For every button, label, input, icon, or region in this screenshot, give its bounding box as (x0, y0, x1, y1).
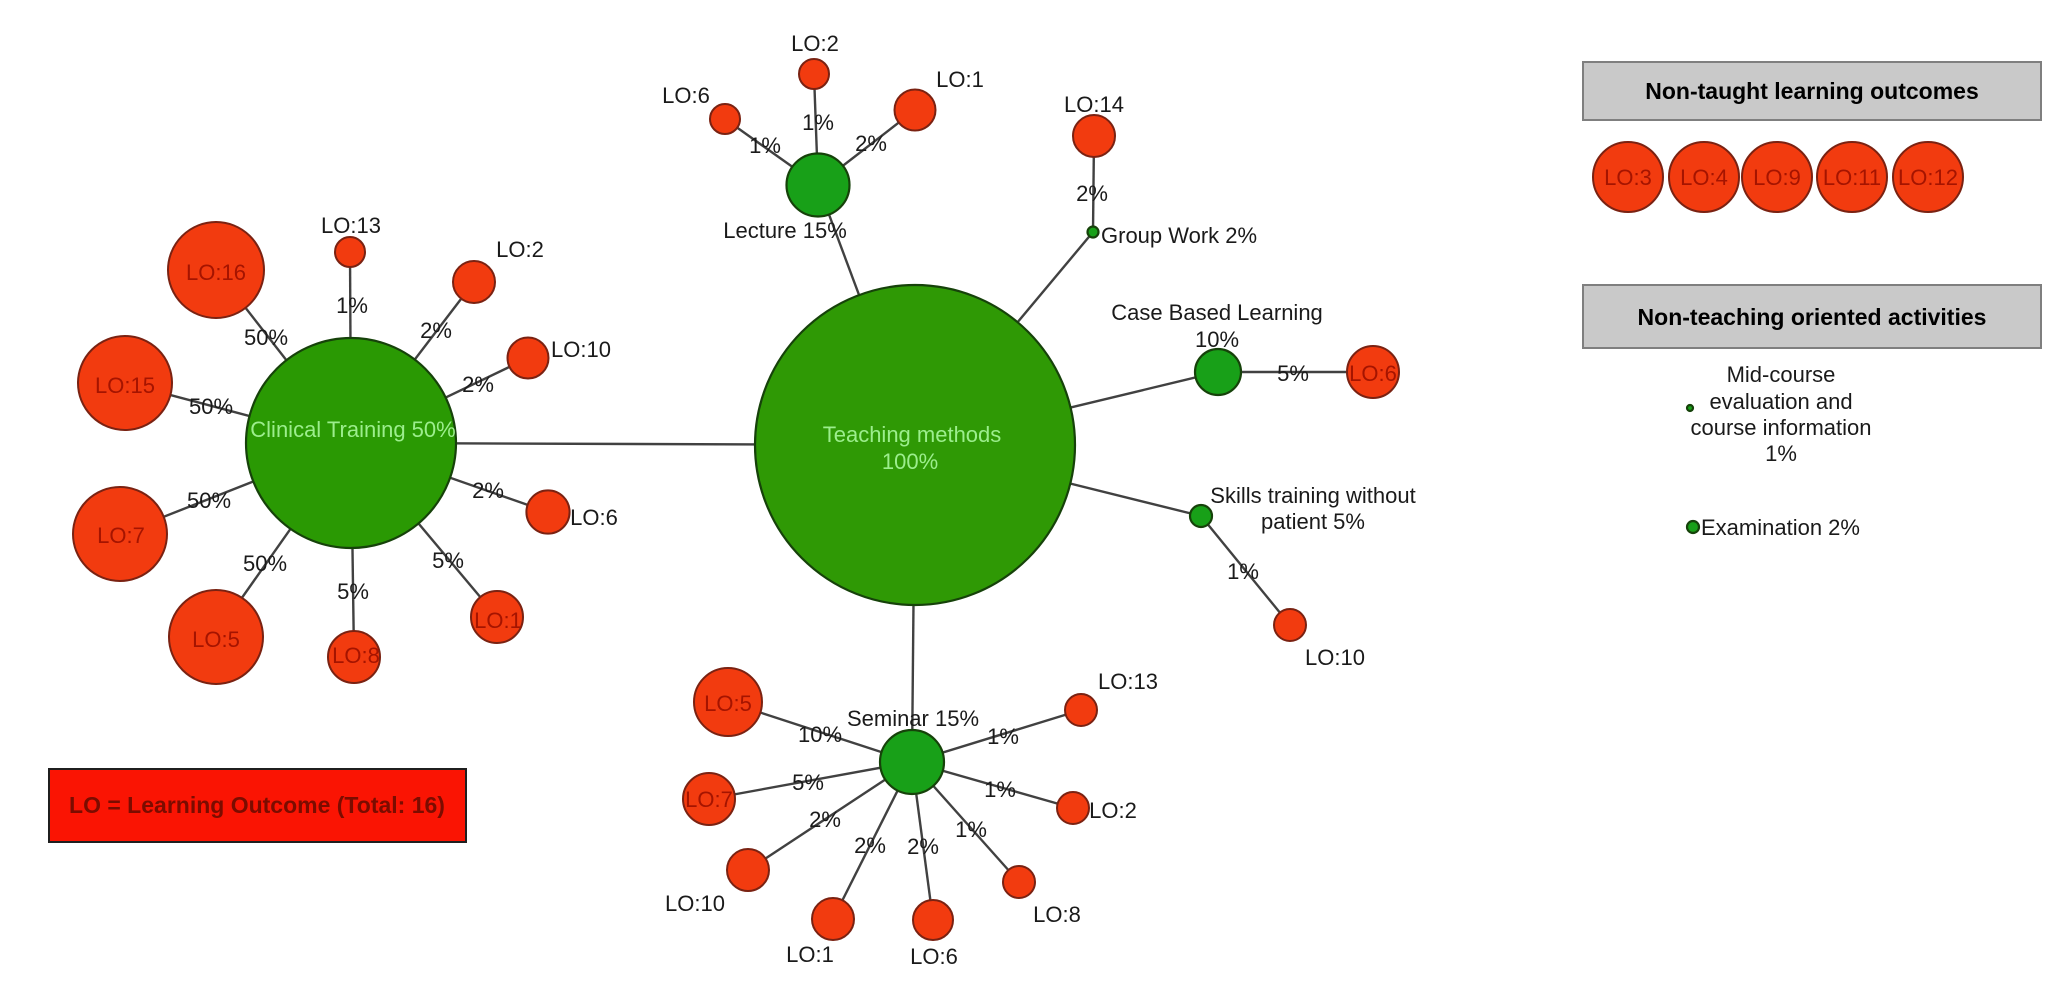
svg-text:Teaching methods: Teaching methods (823, 422, 1002, 447)
svg-text:Mid-course: Mid-course (1727, 362, 1836, 387)
svg-text:Seminar 15%: Seminar 15% (847, 706, 979, 731)
svg-text:LO:10: LO:10 (1305, 645, 1365, 670)
svg-text:LO:7: LO:7 (685, 787, 733, 812)
svg-text:LO = Learning Outcome (Total:: LO = Learning Outcome (Total: 16) (69, 792, 445, 818)
svg-text:LO:11: LO:11 (1823, 165, 1881, 190)
svg-text:2%: 2% (420, 318, 452, 343)
svg-text:1%: 1% (984, 777, 1016, 802)
svg-text:50%: 50% (189, 394, 233, 419)
svg-text:10%: 10% (1195, 327, 1239, 352)
svg-text:2%: 2% (472, 478, 504, 503)
svg-text:5%: 5% (432, 548, 464, 573)
svg-text:100%: 100% (882, 449, 938, 474)
svg-text:2%: 2% (854, 833, 886, 858)
svg-text:evaluation and: evaluation and (1709, 389, 1852, 414)
svg-text:1%: 1% (987, 724, 1019, 749)
svg-text:2%: 2% (1076, 181, 1108, 206)
svg-text:10%: 10% (798, 722, 842, 747)
svg-text:LO:4: LO:4 (1680, 165, 1728, 190)
svg-text:Case Based Learning: Case Based Learning (1111, 300, 1323, 325)
svg-text:LO:14: LO:14 (1064, 92, 1124, 117)
svg-text:1%: 1% (955, 817, 987, 842)
svg-text:5%: 5% (337, 579, 369, 604)
svg-text:LO:2: LO:2 (1089, 798, 1137, 823)
svg-text:LO:15: LO:15 (95, 373, 155, 398)
svg-text:LO:5: LO:5 (704, 691, 752, 716)
svg-text:LO:2: LO:2 (791, 31, 839, 56)
svg-text:LO:2: LO:2 (496, 237, 544, 262)
svg-text:LO:16: LO:16 (186, 260, 246, 285)
svg-text:Non-teaching oriented activiti: Non-teaching oriented activities (1638, 304, 1987, 330)
svg-text:LO:12: LO:12 (1898, 165, 1958, 190)
svg-text:LO:10: LO:10 (551, 337, 611, 362)
svg-text:5%: 5% (792, 770, 824, 795)
svg-text:patient 5%: patient 5% (1261, 509, 1365, 534)
svg-text:Examination 2%: Examination 2% (1701, 515, 1860, 540)
svg-text:LO:7: LO:7 (97, 523, 145, 548)
svg-text:course information: course information (1691, 415, 1872, 440)
svg-text:LO:1: LO:1 (936, 67, 984, 92)
svg-text:LO:10: LO:10 (665, 891, 725, 916)
svg-text:1%: 1% (749, 133, 781, 158)
svg-text:5%: 5% (1277, 361, 1309, 386)
svg-text:LO:1: LO:1 (474, 608, 522, 633)
svg-text:1%: 1% (1227, 559, 1259, 584)
svg-text:LO:13: LO:13 (1098, 669, 1158, 694)
svg-text:Clinical Training 50%: Clinical Training 50% (250, 417, 455, 442)
svg-text:1%: 1% (336, 293, 368, 318)
svg-text:Non-taught learning outcomes: Non-taught learning outcomes (1645, 78, 1979, 104)
svg-text:LO:8: LO:8 (332, 643, 380, 668)
svg-text:1%: 1% (802, 110, 834, 135)
svg-text:LO:8: LO:8 (1033, 902, 1081, 927)
svg-text:2%: 2% (809, 807, 841, 832)
svg-text:Lecture 15%: Lecture 15% (723, 218, 847, 243)
svg-text:Skills training without: Skills training without (1210, 483, 1415, 508)
svg-text:LO:6: LO:6 (910, 944, 958, 969)
svg-text:50%: 50% (187, 488, 231, 513)
svg-text:LO:1: LO:1 (786, 942, 834, 967)
svg-text:2%: 2% (907, 834, 939, 859)
svg-text:LO:5: LO:5 (192, 627, 240, 652)
svg-text:2%: 2% (855, 131, 887, 156)
svg-text:LO:6: LO:6 (662, 83, 710, 108)
svg-text:50%: 50% (243, 551, 287, 576)
svg-text:LO:6: LO:6 (1349, 361, 1397, 386)
svg-text:LO:13: LO:13 (321, 213, 381, 238)
svg-text:LO:3: LO:3 (1604, 165, 1652, 190)
svg-text:1%: 1% (1765, 441, 1797, 466)
svg-text:2%: 2% (462, 372, 494, 397)
svg-text:LO:9: LO:9 (1753, 165, 1801, 190)
svg-text:Group Work 2%: Group Work 2% (1101, 223, 1257, 248)
svg-text:50%: 50% (244, 325, 288, 350)
svg-text:LO:6: LO:6 (570, 505, 618, 530)
